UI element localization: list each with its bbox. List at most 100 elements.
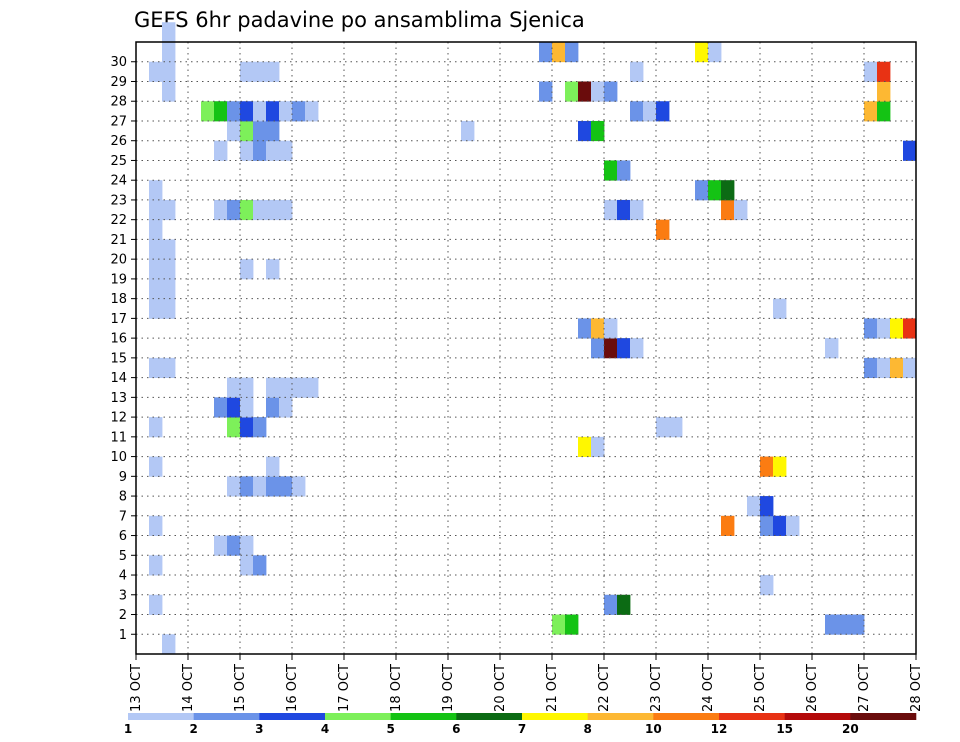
heatmap-cell	[630, 101, 644, 122]
heatmap-cell	[149, 180, 163, 201]
x-tick-label: 24 OCT	[701, 664, 716, 712]
heatmap-cell	[630, 338, 644, 359]
legend-swatch	[784, 713, 851, 720]
heatmap-cell	[903, 318, 917, 339]
heatmap-cell	[162, 634, 176, 655]
heatmap-cell	[890, 357, 904, 379]
heatmap-cell	[149, 594, 163, 615]
heatmap-cell	[825, 614, 839, 635]
heatmap-cell	[162, 22, 176, 43]
heatmap-cell	[162, 298, 176, 319]
y-tick-label: 9	[119, 470, 127, 485]
heatmap-cell	[266, 199, 280, 221]
heatmap-cell	[695, 42, 709, 63]
heatmap-cell	[864, 318, 878, 339]
heatmap-cell	[591, 81, 605, 102]
legend-label: 8	[583, 722, 591, 736]
heatmap-cell	[149, 219, 163, 240]
x-tick-label: 15 OCT	[233, 664, 248, 712]
y-tick-label: 27	[110, 114, 127, 129]
heatmap-cell	[162, 278, 176, 300]
heatmap-cell	[149, 456, 163, 477]
heatmap-cell	[617, 160, 631, 181]
legend-label: 10	[645, 722, 662, 736]
legend-swatch	[850, 713, 917, 720]
heatmap-cell	[253, 476, 267, 497]
heatmap-cell	[877, 357, 891, 379]
heatmap-cell	[552, 42, 566, 63]
heatmap-cell	[903, 140, 917, 161]
heatmap-cell	[266, 120, 280, 142]
heatmap-cell	[578, 318, 592, 339]
heatmap-cell	[240, 101, 254, 122]
y-tick-label: 7	[119, 509, 127, 524]
heatmap-cell	[253, 140, 267, 161]
heatmap-cell	[786, 515, 800, 536]
heatmap-cell	[708, 180, 722, 201]
heatmap-cell	[227, 120, 241, 142]
y-tick-label: 25	[110, 154, 127, 169]
heatmap-cell	[838, 614, 852, 635]
heatmap-cell	[565, 42, 579, 63]
heatmap-cell	[149, 239, 163, 260]
heatmap-cell	[240, 120, 254, 142]
heatmap-cell	[227, 397, 241, 418]
x-tick-label: 28 OCT	[909, 664, 924, 712]
y-tick-label: 17	[110, 312, 127, 327]
heatmap-cell	[240, 140, 254, 161]
y-tick-label: 24	[110, 174, 127, 189]
heatmap-cell	[578, 120, 592, 142]
heatmap-cell	[227, 476, 241, 497]
y-tick-label: 11	[110, 430, 127, 445]
heatmap-cell	[266, 61, 280, 82]
heatmap-cell	[721, 515, 735, 536]
heatmap-cell	[604, 338, 618, 359]
heatmap-cell	[266, 476, 280, 497]
heatmap-cell	[591, 436, 605, 457]
heatmap-cell	[240, 377, 254, 398]
heatmap-cell	[266, 456, 280, 477]
heatmap-cell	[773, 515, 787, 536]
y-tick-label: 26	[110, 134, 127, 149]
heatmap-cell	[253, 101, 267, 122]
heatmap-cell	[656, 101, 670, 122]
x-tick-label: 21 OCT	[545, 664, 560, 712]
heatmap-cell	[877, 81, 891, 102]
x-tick-label: 17 OCT	[337, 664, 352, 712]
heatmap-cell	[773, 298, 787, 319]
y-tick-label: 6	[119, 529, 127, 544]
heatmap-cell	[656, 219, 670, 240]
legend-label: 6	[452, 722, 460, 736]
heatmap-cell	[279, 377, 293, 398]
y-tick-label: 1	[119, 628, 127, 643]
heatmap-cell	[162, 81, 176, 102]
heatmap-cell	[643, 101, 657, 122]
legend-swatch	[128, 713, 194, 720]
heatmap-cell	[825, 338, 839, 359]
heatmap-cell	[240, 199, 254, 221]
heatmap-cell	[266, 377, 280, 398]
heatmap-cell	[279, 101, 293, 122]
y-tick-label: 20	[110, 253, 127, 268]
legend-swatch	[193, 713, 260, 720]
heatmap-cell	[708, 42, 722, 63]
y-tick-label: 2	[119, 608, 127, 623]
heatmap-cell	[227, 199, 241, 221]
heatmap-cell	[292, 101, 306, 122]
y-tick-label: 18	[110, 292, 127, 307]
heatmap-cell	[162, 61, 176, 82]
heatmap-cell	[214, 397, 228, 418]
heatmap-cell	[721, 199, 735, 221]
heatmap-cell	[890, 318, 904, 339]
heatmap-cell	[630, 61, 644, 82]
heatmap-cell	[162, 199, 176, 221]
x-tick-label: 22 OCT	[597, 664, 612, 712]
heatmap-cell	[552, 614, 566, 635]
heatmap-cell	[877, 101, 891, 122]
heatmap-cell	[565, 81, 579, 102]
heatmap-cell	[214, 101, 228, 122]
heatmap-cell	[240, 476, 254, 497]
chart-title: GEFS 6hr padavine po ansamblima Sjenica	[134, 8, 585, 32]
heatmap-cell	[214, 535, 228, 556]
heatmap-cell	[240, 417, 254, 438]
